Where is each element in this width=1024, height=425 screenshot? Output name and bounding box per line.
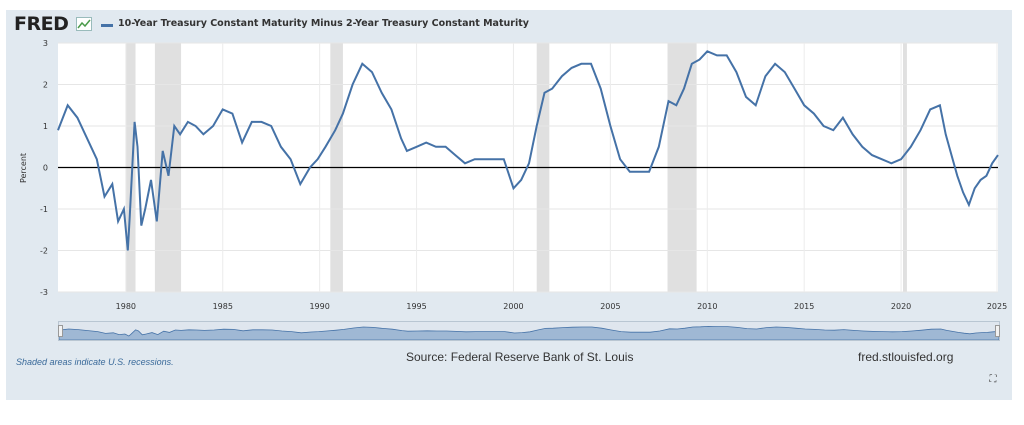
x-tick-label: 2025 <box>987 302 1007 311</box>
y-tick-label: 3 <box>43 39 48 48</box>
expand-icon[interactable]: ⛶ <box>989 374 997 385</box>
site-link[interactable]: fred.stlouisfed.org <box>858 350 954 364</box>
y-tick-label: -2 <box>40 247 48 256</box>
x-tick-label: 2015 <box>794 302 814 311</box>
y-tick-labels: -3 -2 -1 0 1 2 3 <box>40 39 48 297</box>
navigator-left-handle[interactable] <box>58 325 63 337</box>
navigator-series <box>59 325 999 340</box>
y-tick-label: 2 <box>43 81 48 90</box>
y-tick-label: 1 <box>43 122 48 131</box>
fred-logo[interactable]: FRED <box>14 13 69 35</box>
x-tick-labels: 1980 1985 1990 1995 2000 2005 2010 2015 2020 2025 <box>116 302 1008 311</box>
y-tick-label: 0 <box>43 164 48 173</box>
y-tick-label: -3 <box>40 288 48 297</box>
x-tick-label: 2005 <box>600 302 620 311</box>
chart-icon <box>76 17 92 31</box>
navigator-right-handle[interactable] <box>995 325 1000 337</box>
y-tick-label: -1 <box>40 205 48 214</box>
x-tick-label: 1990 <box>309 302 329 311</box>
range-navigator[interactable] <box>58 321 1000 341</box>
recession-note: Shaded areas indicate U.S. recessions. <box>16 357 174 367</box>
series-line <box>57 50 999 251</box>
legend-swatch <box>101 24 113 27</box>
legend-label: 10-Year Treasury Constant Maturity Minus… <box>118 18 529 29</box>
source-text: Source: Federal Reserve Bank of St. Loui… <box>406 350 634 364</box>
x-tick-label: 1980 <box>116 302 136 311</box>
x-tick-label: 2020 <box>891 302 911 311</box>
x-tick-label: 1995 <box>406 302 426 311</box>
y-axis-label: Percent <box>19 153 28 183</box>
x-tick-label: 1985 <box>213 302 233 311</box>
x-tick-label: 2010 <box>697 302 717 311</box>
x-tick-label: 2000 <box>503 302 523 311</box>
